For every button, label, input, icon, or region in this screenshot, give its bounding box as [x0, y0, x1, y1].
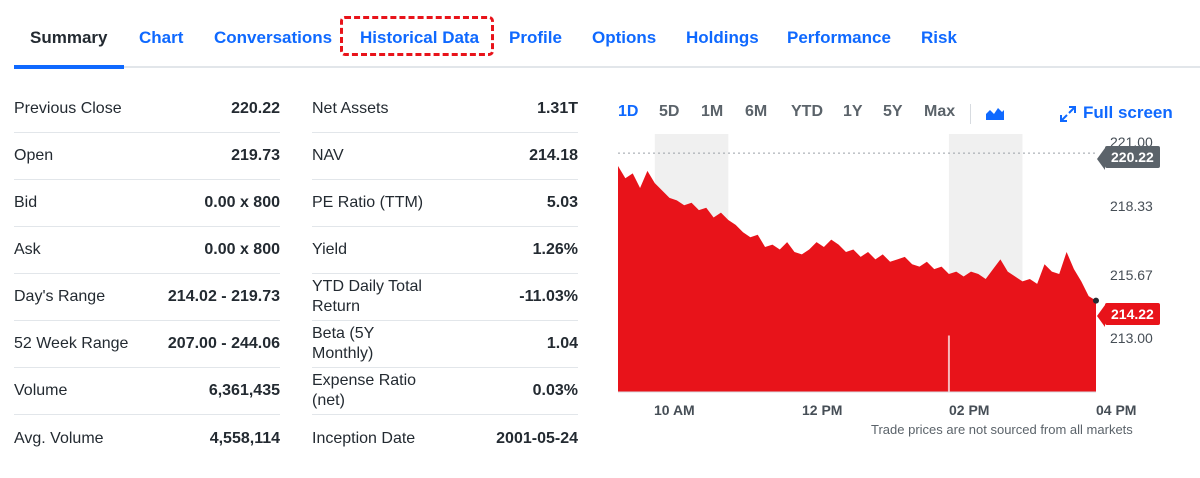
y-tick-label: 218.33 — [1110, 198, 1153, 214]
tab-conversations[interactable]: Conversations — [214, 28, 333, 47]
x-tick-label: 12 PM — [802, 402, 843, 418]
x-tick-label: 10 AM — [654, 402, 695, 418]
fullscreen-button[interactable]: Full screen — [1083, 103, 1173, 122]
stat-value: 219.73 — [231, 147, 280, 164]
tab-holdings[interactable]: Holdings — [686, 28, 759, 47]
quote-nav: Summary Chart Conversations Historical D… — [0, 0, 1200, 70]
active-tab-underline — [14, 65, 124, 69]
stat-row-inception-date: Inception Date 2001-05-24 — [312, 415, 578, 462]
range-6m[interactable]: 6M — [745, 103, 768, 120]
previous-close-tag-arrow — [1097, 148, 1105, 170]
stat-label: Bid — [14, 194, 38, 211]
stat-label: YTD Daily Total Return — [312, 278, 422, 315]
stat-value: 1.04 — [546, 335, 578, 352]
stat-label: Inception Date — [312, 429, 416, 447]
tab-summary[interactable]: Summary — [30, 28, 108, 47]
stat-row-nav: NAV 214.18 — [312, 133, 578, 180]
tab-risk[interactable]: Risk — [921, 28, 957, 47]
range-1y[interactable]: 1Y — [843, 103, 863, 120]
chart-disclaimer: Trade prices are not sourced from all ma… — [871, 422, 1133, 437]
stat-value: 207.00 - 244.06 — [167, 335, 280, 352]
x-tick-label: 04 PM — [1096, 402, 1137, 418]
stat-label: Open — [14, 147, 54, 164]
stat-row-ytd-return: YTD Daily Total Return -11.03% — [312, 274, 578, 321]
stat-value: 214.18 — [529, 147, 578, 164]
price-chart[interactable] — [610, 130, 1200, 440]
stat-row-expense-ratio: Expense Ratio (net) 0.03% — [312, 368, 578, 415]
stat-row-bid: Bid 0.00 x 800 — [14, 180, 280, 227]
stat-row-net-assets: Net Assets 1.31T — [312, 86, 578, 133]
stat-value: 214.02 - 219.73 — [167, 288, 280, 305]
stat-label: Day's Range — [14, 288, 106, 305]
range-1d[interactable]: 1D — [618, 103, 639, 120]
stat-row-open: Open 219.73 — [14, 133, 280, 180]
stat-row-avg-volume: Avg. Volume 4,558,114 — [14, 415, 280, 462]
range-5d[interactable]: 5D — [659, 103, 680, 120]
stat-value: 4,558,114 — [209, 429, 280, 447]
range-max[interactable]: Max — [924, 103, 956, 120]
stat-value: 0.00 x 800 — [204, 194, 280, 211]
stat-label: Previous Close — [14, 100, 122, 117]
y-tick-label: 213.00 — [1110, 330, 1153, 346]
stat-label: Yield — [312, 241, 347, 258]
price-area — [618, 165, 1096, 392]
stat-label: Net Assets — [312, 100, 389, 117]
stat-row-pe-ratio: PE Ratio (TTM) 5.03 — [312, 180, 578, 227]
tab-historical-data[interactable]: Historical Data — [360, 28, 480, 47]
current-price-tag: 214.22 — [1105, 303, 1160, 325]
tab-profile[interactable]: Profile — [509, 28, 562, 47]
stat-label: Volume — [14, 382, 68, 399]
tab-performance[interactable]: Performance — [787, 28, 891, 47]
stat-label: NAV — [312, 147, 344, 164]
mountain-chart-icon[interactable] — [985, 104, 1005, 122]
stats-table-right: Net Assets 1.31T NAV 214.18 PE Ratio (TT… — [312, 86, 578, 462]
tab-chart[interactable]: Chart — [139, 28, 184, 47]
range-ytd[interactable]: YTD — [791, 103, 823, 120]
stat-value: 0.03% — [532, 382, 578, 399]
y-tick-label: 215.67 — [1110, 267, 1153, 283]
stat-row-volume: Volume 6,361,435 — [14, 368, 280, 415]
stat-label: Expense Ratio (net) — [312, 372, 417, 409]
stat-label: Ask — [14, 241, 41, 258]
stat-label: Beta (5Y Monthly) — [312, 325, 374, 362]
stat-row-52-week-range: 52 Week Range 207.00 - 244.06 — [14, 321, 280, 368]
stat-row-ask: Ask 0.00 x 800 — [14, 227, 280, 274]
stat-value: 0.00 x 800 — [204, 241, 280, 258]
current-price-dot — [1093, 297, 1099, 304]
historical-data-highlight — [340, 16, 494, 56]
stat-label: 52 Week Range — [14, 335, 129, 352]
expand-icon[interactable] — [1060, 106, 1076, 122]
stat-label: Avg. Volume — [14, 429, 104, 447]
stat-value: 220.22 — [231, 100, 280, 117]
stat-row-beta: Beta (5Y Monthly) 1.04 — [312, 321, 578, 368]
stat-value: -11.03% — [519, 288, 578, 305]
range-divider — [970, 104, 971, 124]
stats-table-left: Previous Close 220.22 Open 219.73 Bid 0.… — [14, 86, 280, 462]
stat-row-days-range: Day's Range 214.02 - 219.73 — [14, 274, 280, 321]
stat-value: 2001-05-24 — [496, 429, 578, 447]
stat-row-yield: Yield 1.26% — [312, 227, 578, 274]
nav-divider — [14, 66, 1200, 68]
previous-close-tag: 220.22 — [1105, 146, 1160, 168]
x-tick-label: 02 PM — [949, 402, 990, 418]
range-1m[interactable]: 1M — [701, 103, 724, 120]
tab-options[interactable]: Options — [592, 28, 657, 47]
stat-value: 6,361,435 — [208, 382, 280, 399]
stat-value: 1.26% — [532, 241, 578, 258]
range-5y[interactable]: 5Y — [883, 103, 903, 120]
stat-value: 5.03 — [546, 194, 578, 211]
current-price-tag-arrow — [1097, 305, 1105, 327]
stat-value: 1.31T — [537, 100, 578, 117]
stat-label: PE Ratio (TTM) — [312, 194, 424, 211]
stat-row-previous-close: Previous Close 220.22 — [14, 86, 280, 133]
